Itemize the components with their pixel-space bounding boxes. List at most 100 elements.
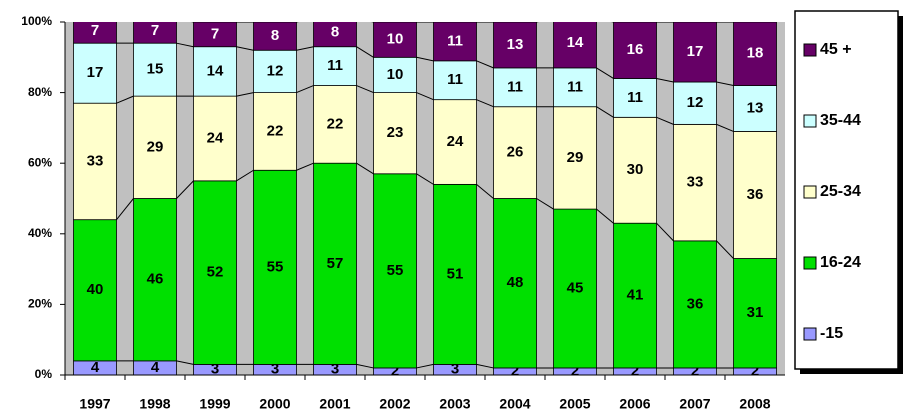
bar-segment: [553, 67, 597, 108]
x-tick-label: 2000: [259, 396, 290, 412]
data-label: 48: [507, 274, 524, 291]
legend-swatch: [803, 185, 817, 199]
series-line: [116, 95, 134, 104]
legend-swatch: [803, 327, 817, 341]
series-line: [356, 162, 374, 175]
data-label: 26: [507, 144, 524, 161]
data-label: 2: [511, 362, 519, 379]
legend-label: 45 +: [820, 41, 852, 58]
bar-segment: [613, 78, 657, 118]
data-label: 7: [91, 22, 99, 39]
bar-segment: [433, 60, 477, 101]
series-line: [236, 46, 254, 51]
bar-segment: [193, 180, 237, 365]
series-line: [656, 222, 674, 242]
series-line: [236, 92, 254, 97]
series-line: [476, 363, 494, 369]
legend-swatch: [803, 114, 817, 128]
x-tick-label: 2001: [319, 396, 350, 412]
series-line: [596, 67, 614, 79]
series-line: [416, 92, 434, 101]
data-label: 3: [331, 361, 339, 378]
data-label: 2: [571, 362, 579, 379]
series-line: [596, 208, 614, 224]
bar-segment: [493, 67, 537, 108]
data-label: 4: [151, 359, 160, 376]
data-label: 13: [507, 36, 524, 53]
x-tick-label: 2006: [619, 396, 650, 412]
bar-segment: [733, 22, 777, 86]
data-label: 51: [447, 265, 464, 282]
series-line: [476, 183, 494, 199]
bar-segment: [493, 106, 537, 199]
series-line: [296, 85, 314, 94]
data-label: 11: [447, 32, 463, 49]
bar-segment: [433, 183, 477, 365]
bar-segment: [73, 219, 117, 362]
data-label: 14: [567, 34, 584, 51]
data-label: 55: [387, 262, 404, 279]
data-label: 12: [267, 62, 284, 79]
data-label: 40: [87, 281, 104, 298]
series-line: [596, 106, 614, 118]
data-label: 3: [211, 361, 219, 378]
series-line: [656, 77, 674, 83]
data-label: 17: [687, 43, 704, 60]
bar-segment: [73, 22, 117, 44]
bar-segment: [133, 42, 177, 97]
data-label: 2: [631, 362, 639, 379]
y-tick-label: 0%: [35, 367, 53, 381]
series-line: [536, 22, 539, 23]
series-line: [176, 180, 194, 199]
data-label: 36: [747, 186, 764, 203]
data-label: 24: [447, 133, 464, 150]
x-tick-label: 1997: [79, 396, 110, 412]
data-label: 2: [691, 362, 699, 379]
bar-segment: [673, 81, 717, 125]
data-label: 2: [391, 362, 399, 379]
bar-segment: [133, 95, 177, 199]
series-line: [356, 363, 374, 369]
plot-area: [65, 22, 785, 375]
x-tick-label: 2002: [379, 396, 410, 412]
bar-segment: [313, 22, 357, 48]
data-label: 11: [327, 57, 343, 74]
data-label: 24: [207, 129, 224, 146]
series-line: [116, 198, 134, 220]
data-label: 15: [147, 61, 164, 78]
data-label: 57: [327, 255, 344, 272]
data-label: 17: [87, 64, 104, 81]
bar-segment: [553, 106, 597, 210]
data-label: 8: [331, 24, 339, 41]
bar-segment: [193, 46, 237, 97]
legend-swatch: [803, 256, 817, 270]
data-label: 45: [567, 279, 584, 296]
data-label: 29: [567, 149, 584, 166]
bar-segment: [493, 198, 537, 369]
series-line: [611, 22, 614, 23]
data-label: 10: [387, 31, 404, 48]
bar-segment: [373, 22, 417, 58]
bar-segment: [673, 123, 717, 242]
bar-segment: [133, 22, 177, 44]
x-tick-label: 1999: [199, 396, 230, 412]
bar-segment: [733, 131, 777, 259]
data-label: 52: [207, 264, 224, 281]
bar-segment: [313, 46, 357, 86]
data-label: 22: [267, 122, 284, 139]
series-line: [191, 22, 194, 23]
data-label: 46: [147, 271, 164, 288]
data-label: 4: [91, 359, 100, 376]
bar-segment: [73, 102, 117, 221]
series-line: [296, 162, 314, 171]
series-line: [476, 99, 494, 108]
y-tick-label: 40%: [28, 226, 52, 240]
bar-segment: [373, 56, 417, 93]
bar-segment: [373, 92, 417, 175]
x-tick-label: 2005: [559, 396, 590, 412]
x-tick-label: 2003: [439, 396, 470, 412]
data-label: 41: [627, 287, 644, 304]
data-label: 16: [627, 41, 644, 58]
data-label: 3: [271, 361, 279, 378]
